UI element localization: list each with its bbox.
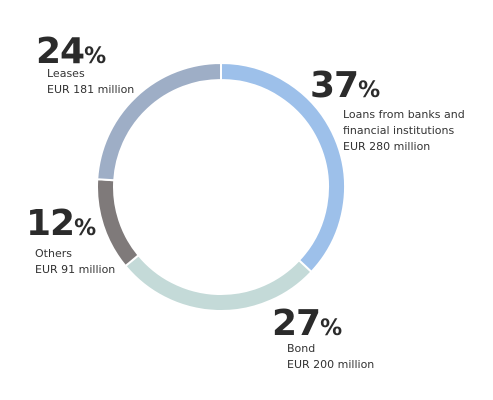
segment-label: Bond EUR 200 million xyxy=(287,341,427,373)
segment-label: Loans from banks and financial instituti… xyxy=(343,107,483,155)
category-name: Leases xyxy=(47,67,85,80)
segment-label: Leases EUR 181 million xyxy=(47,66,167,98)
amount: EUR 200 million xyxy=(287,358,375,371)
segment-label: Others EUR 91 million xyxy=(35,246,155,278)
value-label: 27% xyxy=(272,303,342,344)
value-label: 37% xyxy=(310,65,380,106)
value-label: 24% xyxy=(36,31,106,72)
amount: EUR 181 million xyxy=(47,83,135,96)
category-name: Bond xyxy=(287,342,316,355)
amount: EUR 280 million xyxy=(343,140,431,153)
donut-segment xyxy=(96,61,222,182)
amount: EUR 91 million xyxy=(35,263,116,276)
category-name: Loans from banks and financial instituti… xyxy=(343,108,465,137)
value-label: 12% xyxy=(26,203,96,244)
category-name: Others xyxy=(35,247,72,260)
